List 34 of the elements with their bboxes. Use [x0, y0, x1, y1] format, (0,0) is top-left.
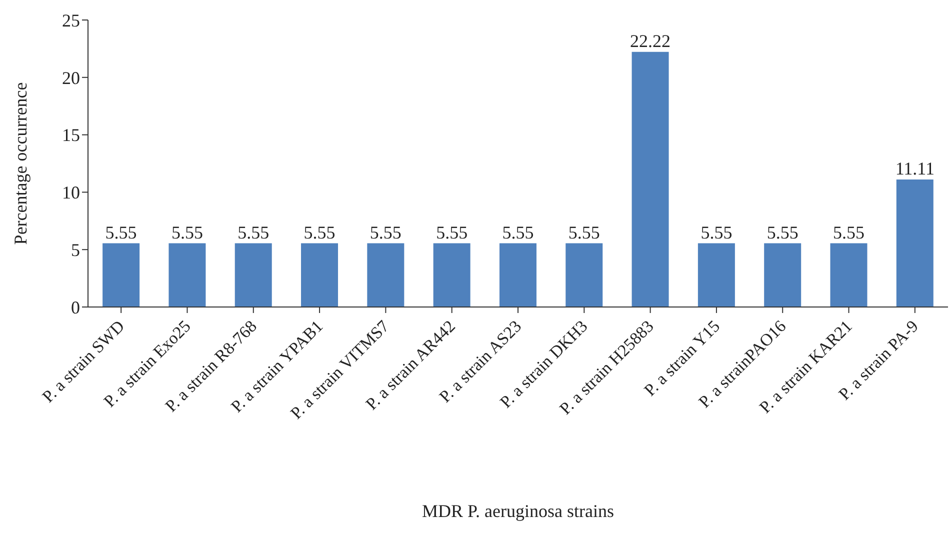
data-label: 22.22	[630, 30, 671, 51]
bar	[301, 243, 338, 307]
data-label: 11.11	[895, 158, 934, 178]
bar	[698, 243, 735, 307]
bar	[168, 243, 206, 307]
data-label: 5.55	[436, 222, 468, 242]
bar	[764, 243, 802, 307]
data-label: 5.55	[370, 222, 402, 242]
y-tick-label: 0	[71, 297, 80, 318]
bar	[566, 243, 603, 307]
data-label: 5.55	[238, 222, 270, 242]
bar	[830, 243, 868, 307]
y-tick-label: 20	[62, 68, 80, 88]
bar	[632, 52, 669, 307]
x-axis-title: MDR P. aeruginosa strains	[422, 501, 614, 521]
data-label: 5.55	[568, 222, 600, 242]
y-tick-label: 5	[71, 240, 80, 260]
bar	[433, 243, 470, 307]
y-axis-title: Percentage occurrence	[10, 82, 30, 245]
bar	[367, 243, 404, 307]
bar	[102, 243, 140, 307]
data-label: 5.55	[502, 222, 534, 242]
data-label: 5.55	[832, 222, 864, 242]
data-label: 5.55	[700, 222, 732, 242]
data-label: 5.55	[304, 222, 336, 242]
data-label: 5.55	[171, 222, 203, 242]
y-tick-label: 10	[62, 182, 80, 203]
bar	[234, 243, 272, 307]
data-label: 5.55	[105, 222, 137, 242]
bar	[499, 243, 536, 307]
bar	[896, 179, 934, 307]
data-label: 5.55	[766, 222, 798, 242]
y-tick-label: 25	[62, 10, 80, 30]
y-tick-label: 15	[62, 125, 80, 146]
